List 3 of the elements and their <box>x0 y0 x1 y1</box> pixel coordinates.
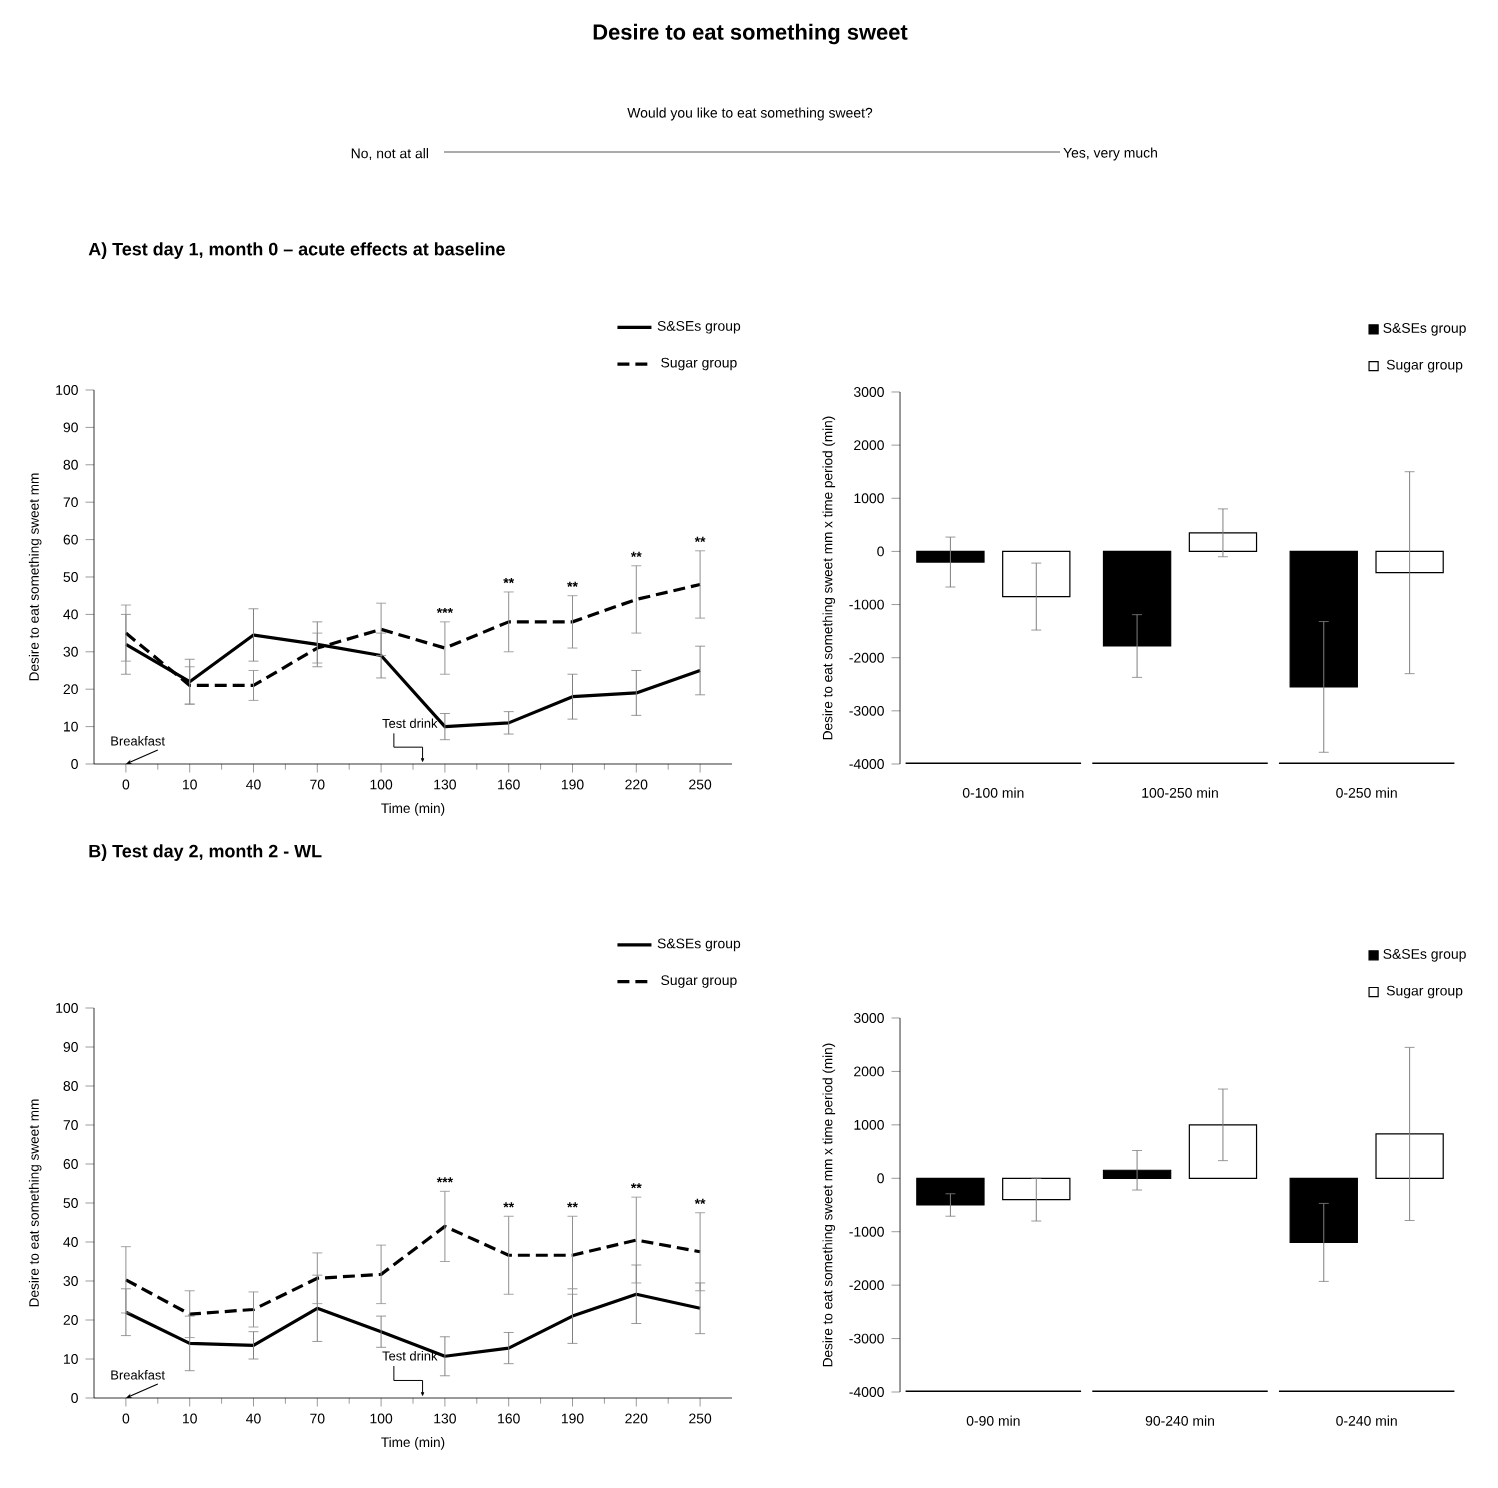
chart-title: B) Test day 2, month 2 - WL <box>89 844 322 861</box>
text: Desire to eat something sweet <box>593 23 908 45</box>
chart-title: A) Test day 1, month 0 – acute effects at baseline <box>88 242 505 259</box>
